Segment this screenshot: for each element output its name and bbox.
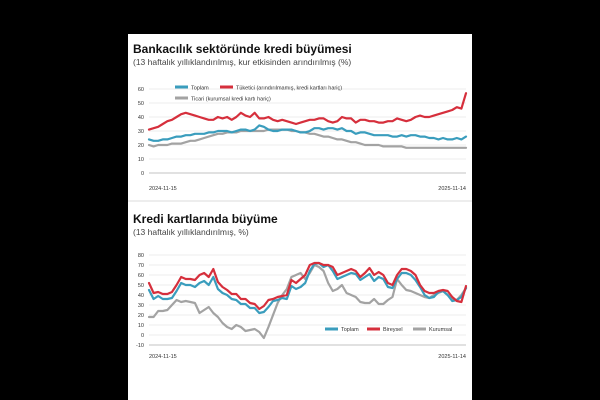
chart-subtitle: (13 haftalık yıllıklandırılmış, %) <box>133 227 249 237</box>
credit-growth-chart: Bankacılık sektöründe kredi büyümesi (13… <box>133 42 468 192</box>
y-tick-label: 30 <box>138 129 144 135</box>
x-axis-start-label: 2024-11-15 <box>149 354 177 360</box>
legend-label-bireysel: Bireysel <box>383 327 403 333</box>
y-tick-label: 10 <box>138 157 144 163</box>
y-tick-label: 0 <box>141 171 144 177</box>
x-axis-end-label: 2025-11-14 <box>438 354 466 360</box>
y-tick-label: 60 <box>138 273 144 279</box>
legend-label-kurumsal: Kurumsal <box>429 327 452 333</box>
legend: Toplam Tüketici (arındırılmamış, kredi k… <box>175 85 342 103</box>
y-tick-label: 20 <box>138 143 144 149</box>
series-line-toplam <box>147 124 468 142</box>
x-axis-start-label: 2024-11-15 <box>149 186 177 192</box>
y-axis: -10 0 10 20 30 40 50 60 70 80 <box>136 253 144 349</box>
y-tick-label: 40 <box>138 115 144 121</box>
grid-lines <box>149 254 466 346</box>
chart-title: Bankacılık sektöründe kredi büyümesi <box>133 42 352 56</box>
y-tick-label: 40 <box>138 293 144 299</box>
series-line-bireysel <box>147 261 468 311</box>
y-tick-label: 50 <box>138 101 144 107</box>
legend-label-toplam: Toplam <box>191 86 209 92</box>
y-tick-label: 10 <box>138 323 144 329</box>
y-tick-label: 50 <box>138 283 144 289</box>
legend-label-ticari: Ticari (kurumsal kredi kartı hariç) <box>191 97 271 103</box>
series-lines <box>147 261 468 340</box>
series-lines <box>147 92 468 149</box>
series-line-ticari <box>147 128 468 149</box>
y-tick-label: 30 <box>138 303 144 309</box>
legend-label-tuketici: Tüketici (arındırılmamış, kredi kartları… <box>236 86 342 92</box>
series-line-tüketici <box>147 92 468 131</box>
credit-card-growth-chart: Kredi kartlarında büyüme (13 haftalık yı… <box>133 212 468 360</box>
y-tick-label: 80 <box>138 253 144 259</box>
x-axis-end-label: 2025-11-14 <box>438 186 466 192</box>
y-tick-label: -10 <box>136 343 144 349</box>
chart-title: Kredi kartlarında büyüme <box>133 212 278 226</box>
y-tick-label: 60 <box>138 87 144 93</box>
legend: Toplam Bireysel Kurumsal <box>325 327 452 333</box>
y-tick-label: 0 <box>141 333 144 339</box>
y-tick-label: 20 <box>138 313 144 319</box>
legend-label-toplam: Toplam <box>341 327 359 333</box>
y-axis: 0 10 20 30 40 50 60 <box>138 87 144 177</box>
y-tick-label: 70 <box>138 263 144 269</box>
figure-panel <box>128 34 472 400</box>
chart-subtitle: (13 haftalık yıllıklandırılmış, kur etki… <box>133 57 351 67</box>
series-line-toplam <box>147 261 468 315</box>
